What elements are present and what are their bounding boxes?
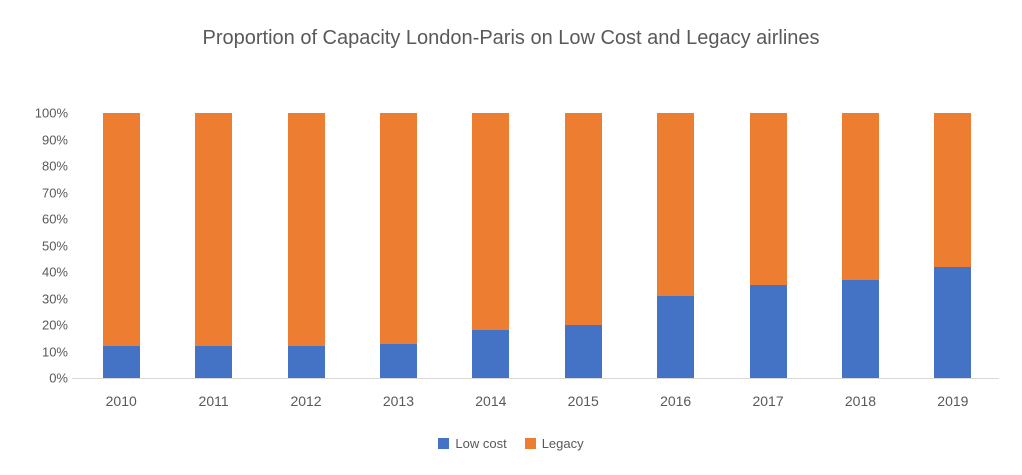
- stacked-bar-2011: [195, 113, 233, 378]
- x-axis: 2010 2011 2012 2013 2014 2015 2016 2017 2018 2019: [75, 393, 999, 409]
- bar-slot-2014: [445, 113, 537, 378]
- bar-slot-2013: [352, 113, 444, 378]
- y-axis: 0% 10% 20% 30% 40% 50% 60% 70% 80% 90% 100%: [0, 0, 68, 475]
- plot-area: [75, 113, 999, 378]
- stacked-bar-2012: [287, 113, 325, 378]
- stacked-bar-2019: [934, 113, 972, 378]
- legend-label: Low cost: [455, 436, 507, 451]
- y-tick-label: 80%: [41, 158, 68, 174]
- y-tick-label: 0%: [49, 370, 68, 386]
- y-tick-label: 100%: [34, 105, 68, 121]
- stacked-bar-2015: [564, 113, 602, 378]
- bar-slot-2015: [537, 113, 629, 378]
- x-axis-label-2012: 2012: [290, 393, 322, 409]
- x-axis-label-2018: 2018: [844, 393, 877, 409]
- x-axis-label-2015: 2015: [567, 393, 599, 409]
- square-icon: [438, 438, 450, 449]
- stacked-bar-2017: [749, 113, 787, 378]
- bar-slot-2011: [167, 113, 259, 378]
- stacked-bar-2018: [841, 113, 879, 378]
- legacy-segment: [564, 113, 602, 325]
- legacy-segment: [841, 113, 879, 280]
- y-tick-label: 30%: [41, 291, 68, 306]
- y-tick-label: 40%: [41, 264, 68, 280]
- stacked-bar-2013: [379, 113, 417, 378]
- bar-slot-2017: [722, 113, 814, 378]
- x-axis-label-2016: 2016: [660, 393, 692, 409]
- low-cost-segment: [841, 279, 879, 378]
- bar-slot-2016: [629, 113, 721, 378]
- x-axis-label-2011: 2011: [198, 393, 229, 409]
- low-cost-segment: [472, 330, 510, 378]
- legacy-segment: [102, 113, 140, 347]
- bar-slot-2018: [814, 113, 906, 378]
- low-cost-segment: [287, 346, 325, 378]
- y-tick-label: 60%: [41, 211, 68, 227]
- stacked-bar-2010: [102, 113, 140, 378]
- y-tick-label: 70%: [41, 185, 68, 200]
- y-tick-label: 10%: [41, 344, 68, 359]
- chart-legend: Low cost Legacy: [0, 436, 1022, 451]
- y-tick-label: 90%: [41, 132, 68, 147]
- x-axis-label-2017: 2017: [752, 393, 784, 409]
- low-cost-segment: [195, 346, 233, 378]
- low-cost-segment: [749, 285, 787, 378]
- low-cost-segment: [934, 266, 972, 378]
- low-cost-segment: [379, 343, 417, 378]
- legacy-segment: [195, 113, 233, 347]
- bar-slot-2010: [75, 113, 167, 378]
- y-tick-label: 20%: [41, 317, 68, 333]
- x-axis-label-2019: 2019: [937, 393, 969, 409]
- y-tick-label: 50%: [41, 238, 68, 253]
- legacy-segment: [749, 113, 787, 286]
- x-axis-label-2014: 2014: [475, 393, 507, 409]
- x-axis-label-2010: 2010: [105, 393, 137, 409]
- bar-slot-2019: [907, 113, 999, 378]
- legend-item-low-cost: Low cost: [438, 436, 507, 451]
- low-cost-segment: [102, 346, 140, 378]
- legend-item-legacy: Legacy: [524, 436, 584, 451]
- square-icon: [524, 438, 536, 449]
- legend-label: Legacy: [541, 436, 584, 451]
- x-axis-line: [72, 378, 999, 379]
- chart-title: Proportion of Capacity London-Paris on L…: [202, 27, 820, 49]
- legacy-segment: [472, 113, 510, 331]
- legacy-segment: [287, 113, 325, 347]
- stacked-bar-2016: [657, 113, 695, 378]
- x-axis-label-2013: 2013: [382, 393, 414, 409]
- legacy-segment: [657, 113, 695, 296]
- low-cost-segment: [564, 325, 602, 378]
- low-cost-segment: [657, 295, 695, 378]
- stacked-bar-2014: [472, 113, 510, 378]
- bar-slot-2012: [260, 113, 352, 378]
- legacy-segment: [379, 113, 417, 344]
- legacy-segment: [934, 113, 972, 267]
